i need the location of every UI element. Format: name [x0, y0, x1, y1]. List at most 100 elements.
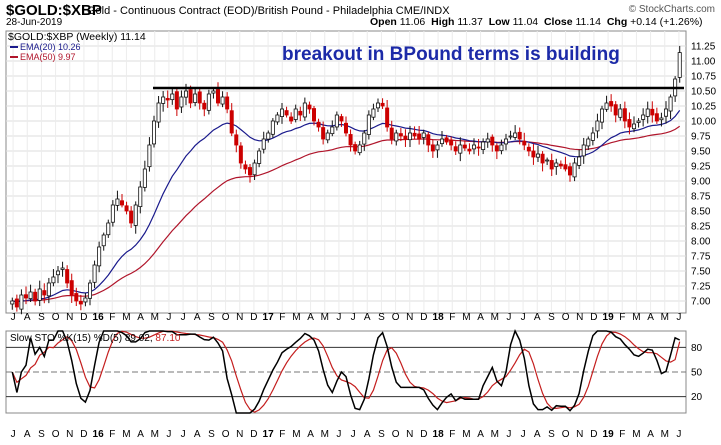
- x-tick-label: A: [534, 429, 541, 440]
- candle-body: [577, 156, 582, 166]
- x-tick-label: O: [392, 429, 400, 440]
- candle-body: [247, 167, 252, 176]
- candle-body: [343, 122, 348, 134]
- candle-body: [435, 144, 440, 151]
- x-tick-label: N: [66, 312, 73, 323]
- y-tick-label: 9.25: [691, 162, 711, 173]
- candle-body: [284, 110, 289, 116]
- candle-body: [654, 113, 659, 122]
- candle-body: [97, 246, 102, 267]
- candle-body: [536, 153, 541, 158]
- x-tick-label: F: [279, 429, 285, 440]
- candle-body: [293, 108, 298, 120]
- candle-body: [362, 132, 367, 145]
- y-tick-label: 8.00: [691, 237, 711, 248]
- candle-body: [14, 298, 19, 308]
- x-tick-label: A: [477, 429, 484, 440]
- x-tick-label: M: [321, 429, 329, 440]
- candle-body: [499, 144, 504, 152]
- x-tick-label: A: [194, 429, 201, 440]
- x-tick-label: M: [632, 429, 640, 440]
- candle-body: [462, 144, 467, 149]
- x-tick-label: S: [548, 429, 555, 440]
- stockcharts-brand: © StockCharts.com: [628, 4, 715, 15]
- x-tick-label: N: [576, 429, 583, 440]
- candle-body: [421, 132, 426, 138]
- candle-body: [279, 108, 284, 117]
- x-tick-label: D: [420, 312, 427, 323]
- candle-body: [252, 162, 257, 176]
- candle-body: [586, 138, 591, 147]
- x-tick-label: D: [420, 429, 427, 440]
- x-tick-label: J: [336, 429, 341, 440]
- x-tick-label: A: [647, 312, 654, 323]
- x-tick-label: M: [321, 312, 329, 323]
- candle-body: [641, 114, 646, 120]
- x-tick-label: S: [378, 429, 385, 440]
- price-grid: [6, 31, 686, 313]
- x-tick-label: D: [250, 312, 257, 323]
- x-tick-label: M: [462, 312, 470, 323]
- x-tick-label: F: [449, 312, 455, 323]
- candle-body: [225, 96, 230, 110]
- x-tick-label: J: [181, 312, 186, 323]
- x-tick-label: J: [351, 312, 356, 323]
- stochastic-panel: [5, 330, 687, 414]
- y-tick-label: 9.50: [691, 147, 711, 158]
- candle-body: [549, 160, 554, 170]
- y-tick-label: 10.75: [691, 72, 716, 83]
- candle-body: [385, 107, 390, 128]
- candle-body: [357, 144, 362, 154]
- candle-body: [659, 117, 664, 121]
- candle-body: [311, 108, 316, 122]
- stochastic-legend-part: 87.10: [153, 333, 181, 344]
- candle-body: [266, 132, 271, 140]
- x-tick-label: J: [521, 429, 526, 440]
- x-tick-label: N: [576, 312, 583, 323]
- candle-body: [503, 138, 508, 145]
- close-value: 11.14: [575, 16, 601, 28]
- candle-body: [494, 145, 499, 152]
- x-tick-label: A: [137, 429, 144, 440]
- x-tick-label: D: [80, 429, 87, 440]
- y-tick-label: 8.25: [691, 222, 711, 233]
- x-tick-label: M: [151, 429, 159, 440]
- candle-body: [42, 290, 47, 296]
- candle-body: [366, 114, 371, 135]
- candle-body: [380, 102, 385, 107]
- x-tick-label: D: [80, 312, 87, 323]
- x-tick-label: A: [24, 429, 31, 440]
- x-tick-label: 18: [433, 429, 445, 440]
- y-tick-label: 9.75: [691, 132, 711, 143]
- candle-body: [531, 150, 536, 158]
- candle-body: [238, 145, 243, 164]
- stochastic-legend-part: Slow STO %K(15) %D(5) 89.02,: [10, 333, 153, 344]
- candle-body: [627, 119, 632, 128]
- candle-body: [19, 294, 24, 310]
- candle-body: [110, 204, 115, 223]
- chart-date: 28-Jun-2019: [6, 17, 63, 28]
- candle-body: [129, 210, 134, 224]
- x-tick-label: M: [151, 312, 159, 323]
- candle-body: [554, 162, 559, 168]
- candle-body: [289, 116, 294, 122]
- ema50-path: [12, 125, 681, 302]
- x-tick-label: M: [661, 312, 669, 323]
- x-tick-label: M: [661, 429, 669, 440]
- candle-body: [403, 135, 408, 140]
- candle-body: [275, 114, 280, 123]
- x-tick-label: J: [506, 429, 511, 440]
- candle-body: [481, 141, 486, 151]
- candle-body: [371, 108, 376, 118]
- candle-body: [23, 294, 28, 299]
- candle-body: [161, 96, 166, 104]
- candle-body: [513, 132, 518, 138]
- price-x-axis: J A S O N D 16 F M A M J J A S O N D 17 F M A M J J A S O N D 18 F M A M J J…: [11, 312, 682, 323]
- candle-body: [467, 148, 472, 152]
- x-tick-label: O: [222, 429, 230, 440]
- candle-body: [211, 90, 216, 94]
- candle-body: [540, 153, 545, 164]
- legend-entry: $GOLD:$XBP (Weekly) 11.14: [8, 31, 146, 43]
- x-tick-label: M: [292, 429, 300, 440]
